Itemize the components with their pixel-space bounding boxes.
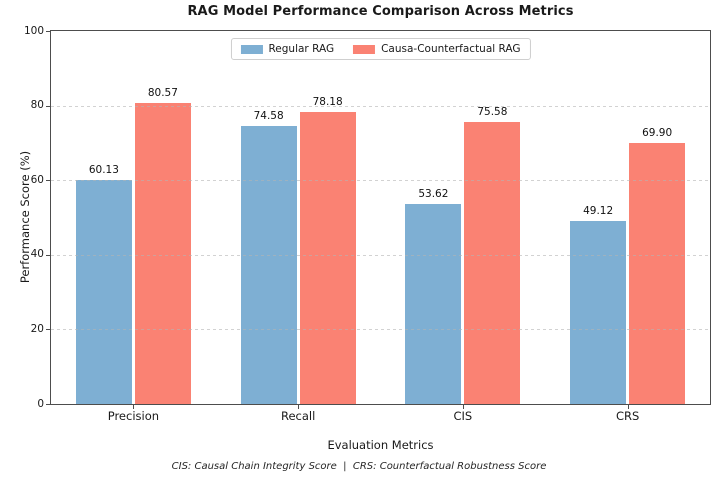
y-tick-label: 80 bbox=[30, 99, 44, 112]
y-tickmark bbox=[46, 329, 50, 331]
bar-value-label: 49.12 bbox=[583, 204, 614, 217]
legend-swatch-blue bbox=[240, 44, 263, 54]
legend: Regular RAG Causa-Counterfactual RAG bbox=[230, 38, 531, 60]
x-tick-label-recall: Recall bbox=[280, 409, 316, 423]
y-tick-label: 40 bbox=[30, 248, 44, 261]
y-tick-label: 0 bbox=[37, 397, 44, 410]
legend-entry-causa-counterfactual-rag: Causa-Counterfactual RAG bbox=[353, 43, 521, 55]
bar-regular-rag-recall bbox=[240, 125, 297, 404]
y-tick-label: 100 bbox=[23, 24, 44, 37]
bar-regular-rag-precision bbox=[75, 179, 132, 404]
x-tick-label-crs: CRS bbox=[615, 409, 640, 423]
y-axis-label: Performance Score (%) bbox=[18, 150, 32, 284]
legend-label: Regular RAG bbox=[268, 43, 335, 55]
bar-value-label: 53.62 bbox=[418, 187, 449, 200]
bar-value-label: 69.90 bbox=[642, 127, 673, 140]
bar-value-label: 75.58 bbox=[477, 106, 508, 119]
bar-causa-counterfactual-rag-recall bbox=[299, 112, 356, 404]
chart-title: RAG Model Performance Comparison Across … bbox=[187, 4, 574, 19]
y-tick-label: 60 bbox=[30, 173, 44, 186]
y-tickmark bbox=[46, 105, 50, 107]
x-tickmark bbox=[627, 405, 629, 409]
bar-value-label: 60.13 bbox=[88, 163, 119, 176]
bar-value-label: 78.18 bbox=[312, 96, 343, 109]
legend-label: Causa-Counterfactual RAG bbox=[381, 43, 521, 55]
y-tick-label: 20 bbox=[30, 322, 44, 335]
y-tickmark bbox=[46, 31, 50, 32]
x-tickmark bbox=[298, 405, 300, 409]
bar-causa-counterfactual-rag-cis bbox=[464, 122, 521, 404]
bar-value-label: 74.58 bbox=[253, 109, 284, 122]
plot-area: Regular RAG Causa-Counterfactual RAG 60.… bbox=[50, 30, 711, 405]
x-axis-label: Evaluation Metrics bbox=[327, 438, 434, 452]
y-tickmark bbox=[46, 254, 50, 256]
bar-causa-counterfactual-rag-crs bbox=[629, 143, 686, 404]
x-tick-label-cis: CIS bbox=[453, 409, 473, 423]
y-tickmark bbox=[46, 180, 50, 182]
bar-regular-rag-cis bbox=[405, 204, 462, 404]
bar-causa-counterfactual-rag-precision bbox=[134, 103, 191, 404]
chart-footnote: CIS: Causal Chain Integrity Score | CRS:… bbox=[171, 461, 547, 472]
legend-entry-regular-rag: Regular RAG bbox=[240, 43, 334, 55]
y-tickmark bbox=[46, 404, 50, 405]
x-tick-label-precision: Precision bbox=[107, 409, 160, 423]
x-tickmark bbox=[462, 405, 464, 409]
bar-regular-rag-crs bbox=[570, 220, 627, 404]
x-tickmark bbox=[133, 405, 135, 409]
bar-value-label: 80.57 bbox=[147, 87, 178, 100]
legend-swatch-red bbox=[353, 44, 376, 54]
